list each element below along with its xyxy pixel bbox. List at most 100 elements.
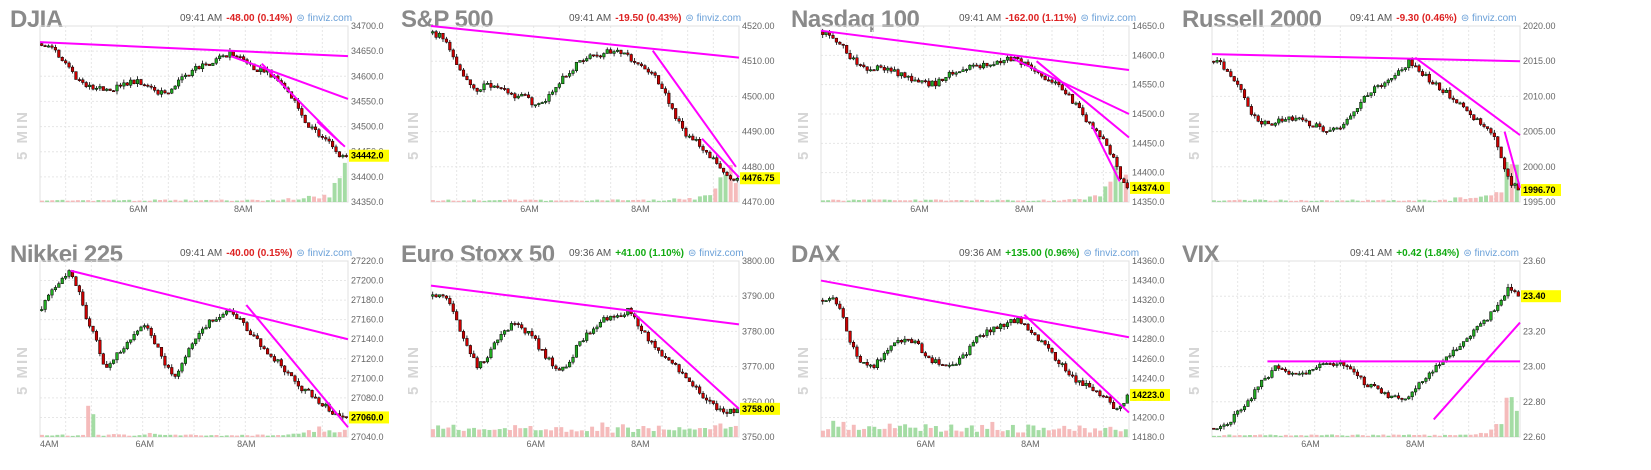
source-link[interactable]: ⊜ finviz.com bbox=[687, 248, 744, 259]
volume-bar bbox=[91, 200, 96, 202]
panel-vix[interactable]: VIX 09:41 AM +0.42 (1.84%) ⊜ finviz.com 5 MI… bbox=[1172, 235, 1584, 470]
panel-djia[interactable]: DJIA 09:41 AM -48.00 (0.14%) ⊜ finviz.com 5 … bbox=[0, 0, 412, 235]
volume-bar bbox=[590, 426, 595, 437]
trend-line[interactable] bbox=[1023, 314, 1130, 414]
panel-dax[interactable]: DAX 09:36 AM +135.00 (0.96%) ⊜ finviz.com 5 … bbox=[781, 235, 1193, 470]
candle-body bbox=[1263, 120, 1267, 125]
volume-bar bbox=[122, 200, 127, 202]
trend-line[interactable] bbox=[1211, 53, 1521, 63]
candle-body bbox=[869, 364, 873, 367]
trend-line[interactable] bbox=[1035, 60, 1130, 139]
volume-bar bbox=[1448, 200, 1453, 202]
candle-body bbox=[1016, 57, 1020, 60]
candle-body bbox=[190, 69, 194, 76]
candle-body bbox=[448, 41, 452, 51]
candle-body bbox=[197, 333, 201, 340]
panel-sp500[interactable]: S&P 500 09:41 AM -19.50 (0.43%) ⊜ finviz.co… bbox=[391, 0, 803, 235]
source-link[interactable]: ⊜ finviz.com bbox=[1460, 13, 1517, 24]
candle-body bbox=[1451, 349, 1455, 357]
candle-body bbox=[444, 38, 448, 43]
volume-bar bbox=[733, 183, 738, 202]
source-link[interactable]: ⊜ finviz.com bbox=[685, 13, 742, 24]
volume-bar bbox=[204, 435, 209, 437]
volume-bar bbox=[728, 426, 733, 437]
trend-line[interactable] bbox=[245, 304, 349, 428]
trend-line[interactable] bbox=[70, 269, 349, 341]
candle-body bbox=[283, 365, 287, 373]
candle-body bbox=[838, 303, 842, 309]
panel-russell2000[interactable]: Russell 2000 09:41 AM -9.30 (0.46%) ⊜ finvi… bbox=[1172, 0, 1584, 235]
candle-body bbox=[461, 331, 466, 339]
candle-body bbox=[526, 94, 531, 98]
volume-bar bbox=[667, 429, 672, 437]
candle-body bbox=[1304, 119, 1308, 122]
panel-nasdaq100[interactable]: Nasdaq 100 09:41 AM -162.00 (1.11%) ⊜ finvi… bbox=[781, 0, 1193, 235]
candle-body bbox=[568, 73, 572, 77]
last-price-tag bbox=[349, 149, 389, 162]
source-link[interactable]: ⊜ finviz.com bbox=[296, 13, 353, 24]
trend-line[interactable] bbox=[1011, 57, 1130, 115]
volume-bar bbox=[831, 199, 836, 202]
volume-bar bbox=[332, 182, 337, 202]
volume-bar bbox=[867, 426, 872, 437]
source-link[interactable]: ⊜ finviz.com bbox=[1463, 248, 1519, 259]
volume-bar bbox=[276, 435, 281, 437]
candle-body bbox=[865, 66, 869, 71]
candle-body bbox=[1029, 329, 1034, 333]
volume-bar bbox=[836, 426, 841, 437]
panel-nikkei225[interactable]: Nikkei 225 09:41 AM -40.00 (0.15%) ⊜ finviz… bbox=[0, 235, 412, 470]
candle-body bbox=[492, 85, 496, 88]
trend-line[interactable] bbox=[1433, 321, 1521, 421]
candle-body bbox=[1403, 67, 1407, 70]
candle-body bbox=[1122, 403, 1126, 407]
candle-body bbox=[173, 373, 177, 377]
trend-line[interactable] bbox=[701, 137, 740, 179]
trend-line[interactable] bbox=[430, 284, 740, 326]
source-link[interactable]: ⊜ finviz.com bbox=[1083, 248, 1140, 259]
x-tick-label: 8AM bbox=[234, 204, 253, 214]
trend-line[interactable] bbox=[1503, 131, 1521, 189]
trend-line[interactable] bbox=[633, 313, 740, 410]
last-price-tag bbox=[349, 411, 389, 424]
candle-body bbox=[684, 372, 688, 379]
trend-line[interactable] bbox=[316, 120, 346, 148]
candle-body bbox=[341, 155, 345, 158]
trend-line[interactable] bbox=[39, 41, 349, 58]
source-link[interactable]: ⊜ finviz.com bbox=[1080, 13, 1137, 24]
trend-line[interactable] bbox=[651, 50, 737, 168]
volume-bar bbox=[667, 200, 672, 202]
candle-body bbox=[166, 364, 170, 368]
volume-bar bbox=[703, 195, 707, 202]
candle-body bbox=[650, 340, 654, 343]
candle-body bbox=[1318, 123, 1322, 127]
chart-header: 09:41 AM -9.30 (0.46%) ⊜ finviz.com bbox=[1350, 13, 1516, 24]
candle-body bbox=[1077, 102, 1081, 108]
candle-body bbox=[479, 89, 483, 92]
candle-body bbox=[975, 336, 979, 343]
candle-body bbox=[1496, 304, 1500, 311]
candle-body bbox=[701, 146, 705, 151]
candle-body bbox=[98, 339, 102, 354]
candle-body bbox=[1009, 319, 1013, 323]
panel-eurostoxx50[interactable]: Euro Stoxx 50 09:36 AM +41.00 (1.10%) ⊜ fin… bbox=[391, 235, 803, 470]
source-link[interactable]: ⊜ finviz.com bbox=[296, 248, 353, 259]
candle-body bbox=[1321, 363, 1325, 365]
volume-bar bbox=[1437, 199, 1442, 202]
trend-line[interactable] bbox=[1091, 125, 1121, 182]
volume-bar bbox=[523, 199, 528, 202]
trend-line[interactable] bbox=[820, 279, 1130, 339]
trend-line[interactable] bbox=[1414, 56, 1521, 136]
trend-line[interactable] bbox=[820, 29, 1130, 71]
trend-line[interactable] bbox=[430, 25, 740, 59]
candle-body bbox=[1427, 73, 1431, 83]
candle-body bbox=[718, 163, 722, 169]
candle-body bbox=[1362, 376, 1366, 386]
candle-body bbox=[310, 126, 314, 129]
candle-body bbox=[1294, 117, 1298, 121]
volume-bar bbox=[1222, 200, 1227, 202]
candle-body bbox=[646, 331, 650, 342]
trend-line[interactable] bbox=[230, 55, 349, 100]
volume-bar bbox=[1432, 200, 1437, 202]
candle-body bbox=[999, 60, 1003, 64]
candle-body bbox=[978, 335, 982, 337]
